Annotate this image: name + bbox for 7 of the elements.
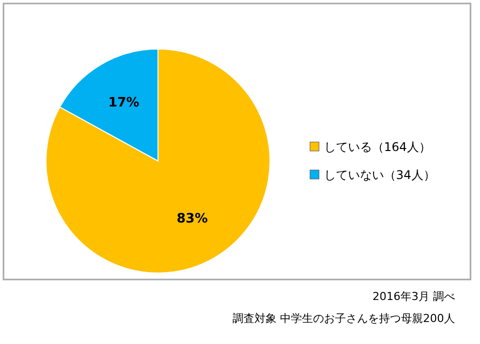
data-label: 83% <box>176 211 208 226</box>
data-label: 17% <box>108 96 140 111</box>
text: 2016年3月 調べ <box>372 290 455 303</box>
text: 調査対象 中学生のお子さんを持つ母親200人 <box>232 312 455 325</box>
legend-label: していない（34人） <box>324 168 436 182</box>
legend-label: している（164人） <box>324 140 431 154</box>
pie-slice <box>46 48 270 274</box>
